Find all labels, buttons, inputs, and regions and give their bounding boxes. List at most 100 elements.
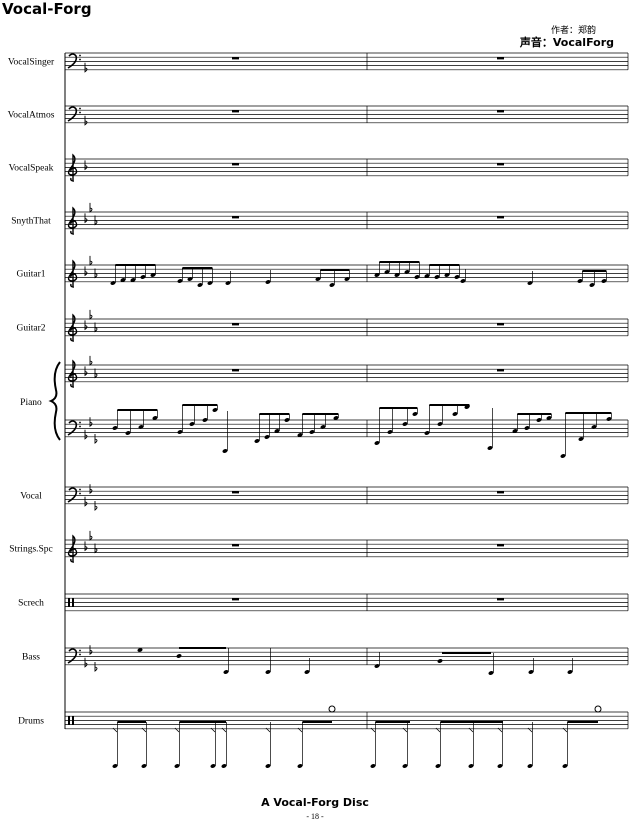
perc-clef <box>72 598 74 607</box>
note-head <box>110 281 116 285</box>
note-head <box>560 454 566 458</box>
note-head <box>444 273 450 277</box>
flat <box>94 434 98 444</box>
note-head <box>112 764 118 768</box>
bass-clef <box>67 648 78 664</box>
bass-clef <box>67 487 78 503</box>
staff-label: Bass <box>22 652 40 662</box>
note-head <box>562 764 568 768</box>
cymbal-x <box>265 727 271 733</box>
note-head <box>315 277 321 281</box>
note-head <box>374 273 380 277</box>
whole-rest <box>497 598 504 601</box>
treble-clef <box>67 259 78 288</box>
staff-label: Piano <box>20 398 42 408</box>
note-head <box>197 283 203 287</box>
bass-clef <box>67 106 78 122</box>
note-head <box>536 418 542 422</box>
note-head <box>141 764 147 768</box>
note-head <box>210 764 216 768</box>
whole-rest <box>232 163 239 166</box>
note-head <box>265 670 271 674</box>
composer: 作者：郑韵 <box>551 24 596 36</box>
flat <box>89 484 93 495</box>
treble-clef <box>67 313 78 342</box>
flat <box>94 368 98 379</box>
note-head <box>297 764 303 768</box>
treble-clef <box>67 359 78 388</box>
note-head <box>414 275 420 279</box>
note-head <box>344 277 350 281</box>
flat <box>94 215 98 226</box>
flat <box>94 501 98 511</box>
note-head <box>402 764 408 768</box>
note-head <box>221 764 227 768</box>
note-head <box>567 670 573 674</box>
staff-label: Guitar1 <box>16 269 45 279</box>
note-head <box>284 418 290 422</box>
note-head <box>274 429 280 433</box>
staff-label: VocalSinger <box>8 57 55 67</box>
note-head <box>254 439 260 443</box>
whole-rest <box>232 57 239 60</box>
note-head <box>412 412 418 416</box>
flat <box>89 255 93 266</box>
page-number: - 18 - <box>306 812 324 821</box>
clef-dot <box>79 111 81 114</box>
note-head <box>223 670 229 674</box>
note-head <box>202 418 208 422</box>
flat <box>94 322 98 333</box>
note-head <box>333 416 339 420</box>
piano-brace <box>48 361 61 441</box>
whole-rest <box>497 216 504 219</box>
staff-label: VocalSpeak <box>9 163 54 173</box>
perc-clef <box>68 598 70 607</box>
note-head <box>120 278 126 282</box>
note-head <box>387 430 393 434</box>
note-head <box>488 671 494 675</box>
note-head <box>468 764 474 768</box>
cymbal-x <box>141 727 147 733</box>
flat <box>89 355 93 366</box>
whole-rest <box>497 544 504 547</box>
note-head <box>207 281 213 285</box>
whole-rest <box>232 491 239 494</box>
flat <box>84 366 88 377</box>
note-head <box>112 426 118 430</box>
note-head <box>601 279 607 283</box>
cymbal-x <box>174 727 180 733</box>
staff-label: Guitar2 <box>16 323 45 333</box>
note-head <box>589 283 595 287</box>
flat <box>94 662 98 672</box>
note-head <box>546 416 552 420</box>
note-head <box>487 446 493 450</box>
clef-dot <box>79 54 81 57</box>
flat <box>84 496 88 507</box>
note-head <box>320 425 326 429</box>
staff-label: Vocal <box>20 491 42 501</box>
whole-rest <box>497 163 504 166</box>
note-head <box>309 430 315 434</box>
staff-label: VocalAtmos <box>8 110 55 120</box>
note-head <box>212 408 218 412</box>
clef-dot <box>79 649 81 652</box>
perc-clef <box>68 716 70 725</box>
note-head <box>402 422 408 426</box>
treble-clef <box>67 153 78 182</box>
note-head <box>152 416 158 420</box>
note-head <box>189 422 195 426</box>
note-head <box>591 425 597 429</box>
note-head <box>424 274 430 278</box>
note-head <box>176 654 182 658</box>
cymbal-x <box>527 727 533 733</box>
flat <box>89 645 93 656</box>
whole-rest <box>497 491 504 494</box>
cymbal-x <box>210 727 216 733</box>
note-head <box>130 278 136 282</box>
note-head <box>174 764 180 768</box>
open-note <box>594 705 602 713</box>
whole-rest <box>232 216 239 219</box>
note-head <box>437 422 443 426</box>
note-head <box>125 431 131 435</box>
perc-clef <box>72 716 74 725</box>
